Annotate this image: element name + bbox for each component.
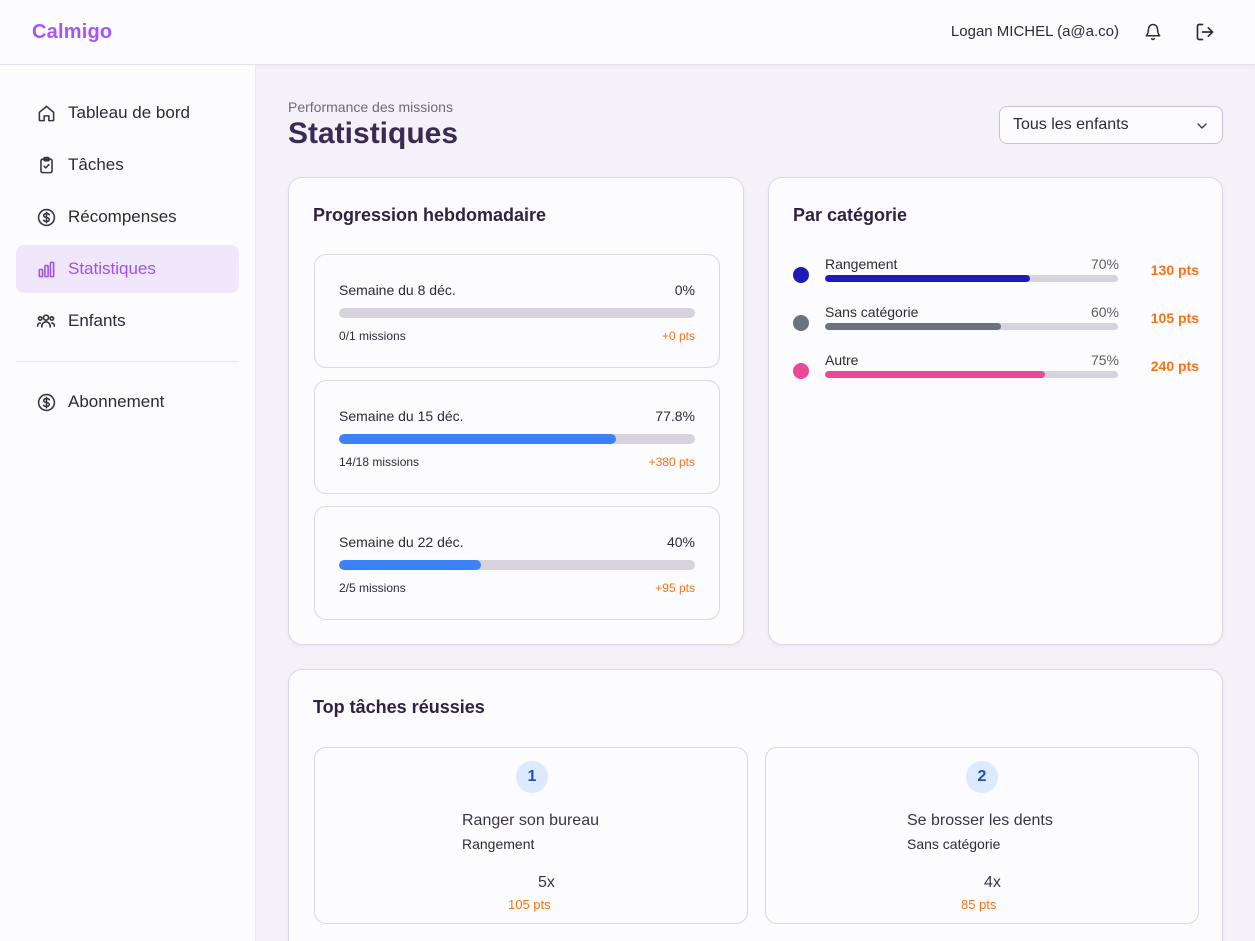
week-item: Semaine du 15 déc. 77.8% 14/18 missions …	[314, 380, 720, 494]
dollar-circle-icon	[36, 207, 56, 227]
top-tasks-card: Top tâches réussies 1 Ranger son bureau …	[288, 669, 1223, 941]
sidebar-item-tasks[interactable]: Tâches	[16, 141, 239, 189]
category-points: 240 pts	[1150, 358, 1199, 374]
category-row: Autre 75% 240 pts	[793, 352, 1199, 398]
top-task-item: 1 Ranger son bureau Rangement 5x 105 pts	[314, 747, 748, 924]
logout-button[interactable]	[1193, 20, 1217, 44]
task-name: Se brosser les dents	[907, 812, 1053, 829]
category-color-dot	[793, 267, 809, 283]
task-name: Ranger son bureau	[462, 812, 599, 829]
week-points: +95 pts	[655, 581, 695, 595]
week-percent: 77.8%	[655, 408, 695, 424]
week-item: Semaine du 8 déc. 0% 0/1 missions +0 pts	[314, 254, 720, 368]
sidebar-item-label: Statistiques	[68, 259, 156, 278]
category-name: Autre	[825, 352, 859, 368]
category-progress-fill	[825, 275, 1031, 282]
category-row: Sans catégorie 60% 105 pts	[793, 304, 1199, 350]
category-progress-track	[825, 323, 1118, 330]
category-name: Sans catégorie	[825, 304, 919, 320]
category-progress-fill	[825, 371, 1045, 378]
category-color-dot	[793, 315, 809, 331]
card-title: Progression hebdomadaire	[313, 205, 547, 225]
week-progress-fill	[339, 434, 616, 444]
week-item: Semaine du 22 déc. 40% 2/5 missions +95 …	[314, 506, 720, 620]
top-bar: Calmigo Logan MICHEL (a@a.co)	[0, 0, 1255, 65]
week-points: +0 pts	[661, 329, 695, 343]
dollar-circle-icon	[36, 392, 56, 412]
home-icon	[36, 103, 56, 123]
week-label: Semaine du 15 déc.	[339, 408, 464, 424]
chevron-down-icon	[1197, 123, 1207, 129]
category-progress-track	[825, 371, 1118, 378]
sidebar-item-label: Tâches	[68, 155, 124, 174]
category-card: Par catégorie Rangement 70% 130 pts Sans…	[768, 177, 1223, 645]
rank-badge: 2	[966, 761, 998, 793]
category-percent: 75%	[1090, 352, 1119, 368]
category-progress-fill	[825, 323, 1001, 330]
brand-logo[interactable]: Calmigo	[32, 21, 113, 43]
sidebar-item-label: Enfants	[68, 311, 126, 330]
category-row: Rangement 70% 130 pts	[793, 256, 1199, 302]
category-points: 130 pts	[1150, 262, 1199, 278]
task-category: Sans catégorie	[907, 836, 1001, 852]
users-icon	[36, 311, 56, 331]
category-name: Rangement	[825, 256, 898, 272]
bell-icon	[1145, 23, 1161, 41]
child-filter-select[interactable]: Tous les enfants	[999, 106, 1223, 144]
bar-chart-icon	[36, 259, 56, 279]
task-points: 85 pts	[961, 897, 997, 912]
week-progress-track	[339, 434, 695, 444]
sidebar-item-label: Abonnement	[68, 392, 165, 411]
category-points: 105 pts	[1150, 310, 1199, 326]
sidebar: Tableau de bord Tâches Récompenses Stati…	[0, 65, 256, 941]
clipboard-check-icon	[36, 155, 56, 175]
week-missions: 14/18 missions	[339, 455, 420, 469]
sidebar-item-label: Récompenses	[68, 207, 177, 226]
task-count: 4x	[984, 874, 1001, 891]
sidebar-item-dashboard[interactable]: Tableau de bord	[16, 89, 239, 137]
week-points: +380 pts	[648, 455, 695, 469]
user-label: Logan MICHEL (a@a.co)	[950, 23, 1119, 40]
weekly-progress-card: Progression hebdomadaire Semaine du 8 dé…	[288, 177, 744, 645]
card-title: Par catégorie	[793, 205, 908, 225]
rank-badge: 1	[516, 761, 548, 793]
week-missions: 0/1 missions	[339, 329, 406, 343]
notifications-button[interactable]	[1141, 20, 1165, 44]
sidebar-item-rewards[interactable]: Récompenses	[16, 193, 239, 241]
category-percent: 60%	[1090, 304, 1119, 320]
sidebar-item-label: Tableau de bord	[68, 103, 190, 122]
sidebar-item-statistics[interactable]: Statistiques	[16, 245, 239, 293]
child-filter-value: Tous les enfants	[1013, 116, 1129, 133]
task-count: 5x	[538, 874, 555, 891]
week-label: Semaine du 22 déc.	[339, 534, 464, 550]
card-title: Top tâches réussies	[313, 697, 485, 717]
week-progress-fill	[339, 560, 482, 570]
task-category: Rangement	[462, 836, 535, 852]
page-title: Statistiques	[288, 117, 459, 150]
top-task-item: 2 Se brosser les dents Sans catégorie 4x…	[765, 747, 1199, 924]
task-points: 105 pts	[508, 897, 551, 912]
category-progress-track	[825, 275, 1118, 282]
week-label: Semaine du 8 déc.	[339, 282, 456, 298]
page-subtitle: Performance des missions	[288, 99, 453, 115]
category-percent: 70%	[1090, 256, 1119, 272]
week-missions: 2/5 missions	[339, 581, 406, 595]
sidebar-item-subscription[interactable]: Abonnement	[16, 378, 239, 426]
week-progress-track	[339, 560, 695, 570]
sidebar-item-children[interactable]: Enfants	[16, 297, 239, 345]
category-color-dot	[793, 363, 809, 379]
week-progress-track	[339, 308, 695, 318]
sidebar-divider	[16, 361, 239, 362]
week-percent: 40%	[666, 534, 695, 550]
logout-icon	[1196, 23, 1214, 41]
week-percent: 0%	[674, 282, 695, 298]
